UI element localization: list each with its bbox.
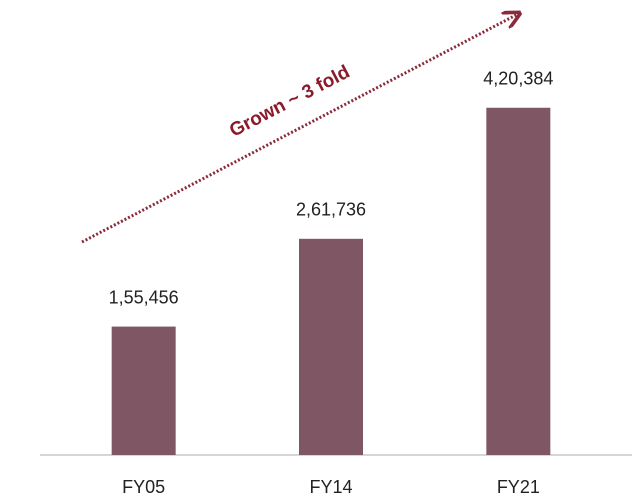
bar [299, 238, 363, 455]
bar [486, 107, 551, 455]
x-tick-label: FY05 [122, 477, 165, 497]
bar [111, 326, 176, 455]
value-label: 4,20,384 [483, 69, 553, 89]
value-label: 1,55,456 [109, 287, 179, 307]
annotation: Grown ~ 3 fold [226, 62, 353, 142]
x-tick-label: FY21 [497, 477, 540, 497]
value-label: 2,61,736 [296, 200, 366, 220]
x-tick-label: FY14 [309, 477, 352, 497]
